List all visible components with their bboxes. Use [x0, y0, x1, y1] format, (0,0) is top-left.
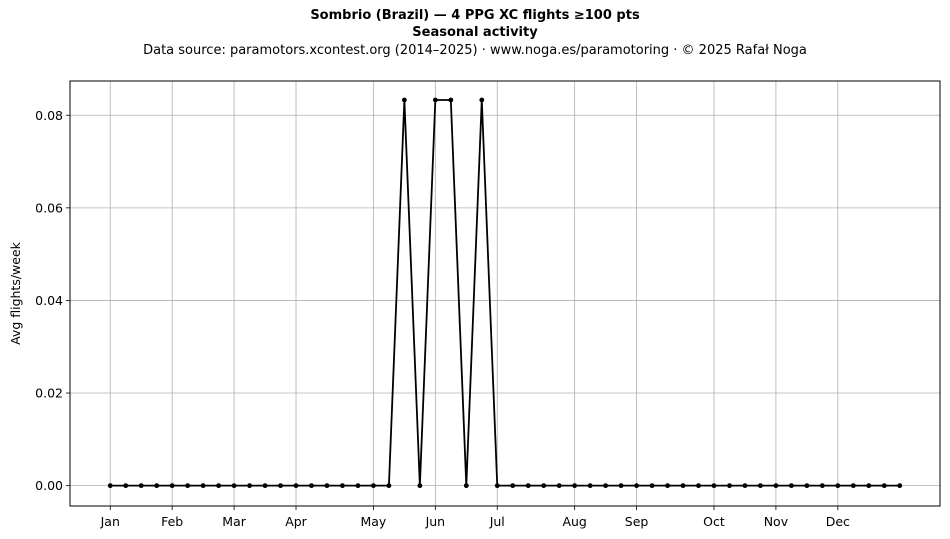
data-point	[278, 483, 283, 489]
data-point	[340, 483, 345, 489]
data-point	[401, 97, 407, 103]
data-point	[479, 97, 485, 103]
data-point	[247, 483, 252, 489]
data-point	[123, 483, 129, 489]
y-tick-label: 0.08	[35, 108, 63, 123]
x-tick-label: Jan	[100, 514, 120, 529]
data-point	[866, 483, 872, 489]
data-point	[572, 483, 578, 489]
x-tick-label: Apr	[285, 514, 307, 529]
x-tick-label: May	[360, 514, 386, 529]
data-point	[432, 97, 438, 103]
data-point	[850, 483, 856, 489]
y-axis-label: Avg flights/week	[8, 241, 23, 345]
grid-lines	[70, 81, 940, 506]
data-point	[897, 483, 903, 489]
data-point	[200, 483, 206, 489]
data-point	[417, 483, 423, 489]
data-point	[525, 483, 531, 489]
series-line	[107, 97, 903, 489]
data-point	[231, 483, 237, 489]
data-point	[773, 483, 779, 489]
y-tick-label: 0.00	[35, 478, 63, 493]
data-point	[696, 483, 701, 489]
x-tick-label: Feb	[161, 514, 183, 529]
data-source-line: Data source: paramotors.xcontest.org (20…	[143, 43, 807, 58]
data-point	[169, 483, 175, 489]
data-point	[634, 483, 639, 489]
data-point	[216, 483, 222, 489]
data-point	[556, 483, 562, 489]
data-point	[262, 483, 268, 489]
x-tick-label: Oct	[703, 514, 725, 529]
axis-ticks: Jan Feb Mar Apr May Jun Jul Aug Sep Oct Nov Dec 0.00…	[35, 108, 850, 529]
data-point	[758, 483, 763, 489]
plot-frame	[69, 80, 941, 507]
chart-subtitle: Seasonal activity	[412, 25, 538, 40]
x-tick-label: Jun	[425, 514, 446, 529]
data-point	[324, 483, 330, 489]
data-point	[371, 483, 376, 489]
data-point	[587, 483, 593, 489]
data-point	[386, 483, 392, 489]
x-tick-label: Nov	[764, 514, 789, 529]
y-tick-label: 0.04	[35, 293, 63, 308]
data-point	[680, 483, 686, 489]
data-point	[742, 483, 748, 489]
data-point	[494, 483, 500, 489]
chart-title: Sombrio (Brazil) — 4 PPG XC flights ≥100…	[310, 8, 640, 23]
data-point	[804, 483, 810, 489]
x-tick-label: Mar	[222, 514, 246, 529]
data-point	[649, 483, 655, 489]
data-point	[819, 483, 825, 489]
y-tick-label: 0.02	[35, 386, 63, 401]
data-point	[881, 483, 887, 489]
data-point	[185, 483, 191, 489]
data-point	[463, 483, 469, 489]
x-tick-label: Jul	[489, 514, 505, 529]
series-polyline	[110, 99, 900, 487]
data-point	[448, 97, 454, 103]
x-tick-label: Aug	[562, 514, 586, 529]
data-point	[309, 483, 314, 489]
data-point	[665, 483, 670, 489]
x-tick-label: Sep	[625, 514, 649, 529]
data-point	[727, 483, 732, 489]
data-point	[788, 483, 794, 489]
data-point	[293, 483, 299, 489]
data-point	[510, 483, 516, 489]
x-tick-label: Dec	[826, 514, 850, 529]
data-point	[107, 483, 113, 489]
data-point	[711, 483, 717, 489]
data-point	[618, 483, 624, 489]
data-point	[603, 483, 609, 489]
data-point	[355, 483, 361, 489]
data-point	[138, 483, 144, 489]
y-tick-label: 0.06	[35, 200, 63, 215]
data-point	[154, 483, 160, 489]
data-point	[541, 483, 547, 489]
data-point	[835, 483, 841, 489]
